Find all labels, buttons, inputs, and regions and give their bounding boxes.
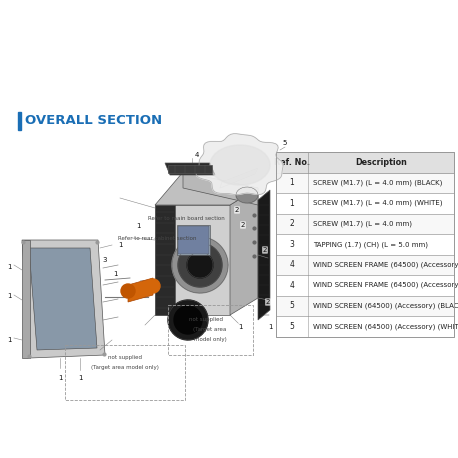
Text: 1: 1 <box>7 293 11 299</box>
Text: 3: 3 <box>289 240 294 249</box>
Text: model only): model only) <box>194 338 226 343</box>
Text: SCREW (M1.7) (L = 4.0 mm) (BLACK): SCREW (M1.7) (L = 4.0 mm) (BLACK) <box>313 180 442 186</box>
Text: 2: 2 <box>289 219 294 228</box>
Text: 2: 2 <box>241 222 245 228</box>
Text: WIND SCREEN (64500) (Accessory) (WHITE): WIND SCREEN (64500) (Accessory) (WHITE) <box>313 323 458 329</box>
Polygon shape <box>183 172 258 205</box>
Text: (Target area: (Target area <box>193 327 227 333</box>
Polygon shape <box>29 248 97 350</box>
Text: 1: 1 <box>136 223 140 229</box>
Text: 1: 1 <box>268 324 272 330</box>
Polygon shape <box>155 172 258 205</box>
Text: Refer to rear cabinet section: Refer to rear cabinet section <box>118 235 196 240</box>
Text: 5: 5 <box>289 322 294 331</box>
Text: 1: 1 <box>7 337 11 343</box>
Bar <box>276 234 454 255</box>
Circle shape <box>121 284 135 298</box>
Text: WIND SCREEN (64500) (Accessory) (BLACK): WIND SCREEN (64500) (Accessory) (BLACK) <box>313 302 458 309</box>
Polygon shape <box>230 188 258 315</box>
Bar <box>276 316 454 337</box>
Polygon shape <box>165 163 215 175</box>
Text: 1: 1 <box>289 178 294 187</box>
Text: 5: 5 <box>289 301 294 310</box>
Polygon shape <box>174 306 202 334</box>
Text: not supplied: not supplied <box>189 317 223 322</box>
Polygon shape <box>155 205 230 315</box>
Polygon shape <box>168 300 208 340</box>
Bar <box>276 152 454 173</box>
Polygon shape <box>196 134 283 195</box>
Text: 1: 1 <box>289 199 294 208</box>
Text: 2: 2 <box>266 299 270 305</box>
Bar <box>65 345 185 400</box>
Bar <box>276 213 454 234</box>
Polygon shape <box>187 252 213 278</box>
Polygon shape <box>178 226 209 254</box>
Polygon shape <box>168 165 212 173</box>
Text: 1: 1 <box>7 264 11 270</box>
Polygon shape <box>172 237 228 293</box>
Text: 2: 2 <box>235 207 239 213</box>
Text: TAPPING (1.7) (CH) (L = 5.0 mm): TAPPING (1.7) (CH) (L = 5.0 mm) <box>313 241 428 247</box>
Text: OVERALL SECTION: OVERALL SECTION <box>25 114 162 127</box>
Polygon shape <box>220 168 258 188</box>
Polygon shape <box>258 190 270 320</box>
Text: (Target area model only): (Target area model only) <box>91 365 159 371</box>
Polygon shape <box>177 225 210 255</box>
Text: 1: 1 <box>113 271 117 277</box>
Bar <box>276 152 454 337</box>
Text: WIND SCREEN FRAME (64500) (Accessory) (BLACK): WIND SCREEN FRAME (64500) (Accessory) (B… <box>313 262 458 268</box>
Text: 3: 3 <box>103 257 107 263</box>
Text: Refer to main board section: Refer to main board section <box>148 216 225 220</box>
Text: 1: 1 <box>238 324 242 330</box>
Polygon shape <box>155 205 175 315</box>
Text: 1: 1 <box>58 375 62 381</box>
Bar <box>276 295 454 316</box>
Polygon shape <box>128 278 153 302</box>
Polygon shape <box>178 243 222 287</box>
Circle shape <box>146 279 160 293</box>
Bar <box>18 112 21 130</box>
Text: 4: 4 <box>289 281 294 290</box>
Text: not supplied: not supplied <box>108 355 142 360</box>
Text: SCREW (M1.7) (L = 4.0 mm): SCREW (M1.7) (L = 4.0 mm) <box>313 220 412 227</box>
Bar <box>276 255 454 275</box>
Text: 4: 4 <box>195 152 199 158</box>
Text: 1: 1 <box>118 242 122 248</box>
Bar <box>276 193 454 213</box>
Polygon shape <box>236 187 258 203</box>
Polygon shape <box>210 145 270 185</box>
Text: Ref. No.: Ref. No. <box>274 158 310 167</box>
Polygon shape <box>22 240 30 358</box>
Bar <box>168 305 253 355</box>
Bar <box>276 275 454 295</box>
Text: 5: 5 <box>283 140 287 146</box>
Text: 1: 1 <box>78 375 82 381</box>
Bar <box>276 173 454 193</box>
Text: 4: 4 <box>289 260 294 269</box>
Text: WIND SCREEN FRAME (64500) (Accessory) (WHITE): WIND SCREEN FRAME (64500) (Accessory) (W… <box>313 282 458 289</box>
Polygon shape <box>22 240 105 358</box>
Text: Description: Description <box>355 158 407 167</box>
Text: SCREW (M1.7) (L = 4.0 mm) (WHITE): SCREW (M1.7) (L = 4.0 mm) (WHITE) <box>313 200 442 207</box>
Text: 2: 2 <box>263 247 267 253</box>
